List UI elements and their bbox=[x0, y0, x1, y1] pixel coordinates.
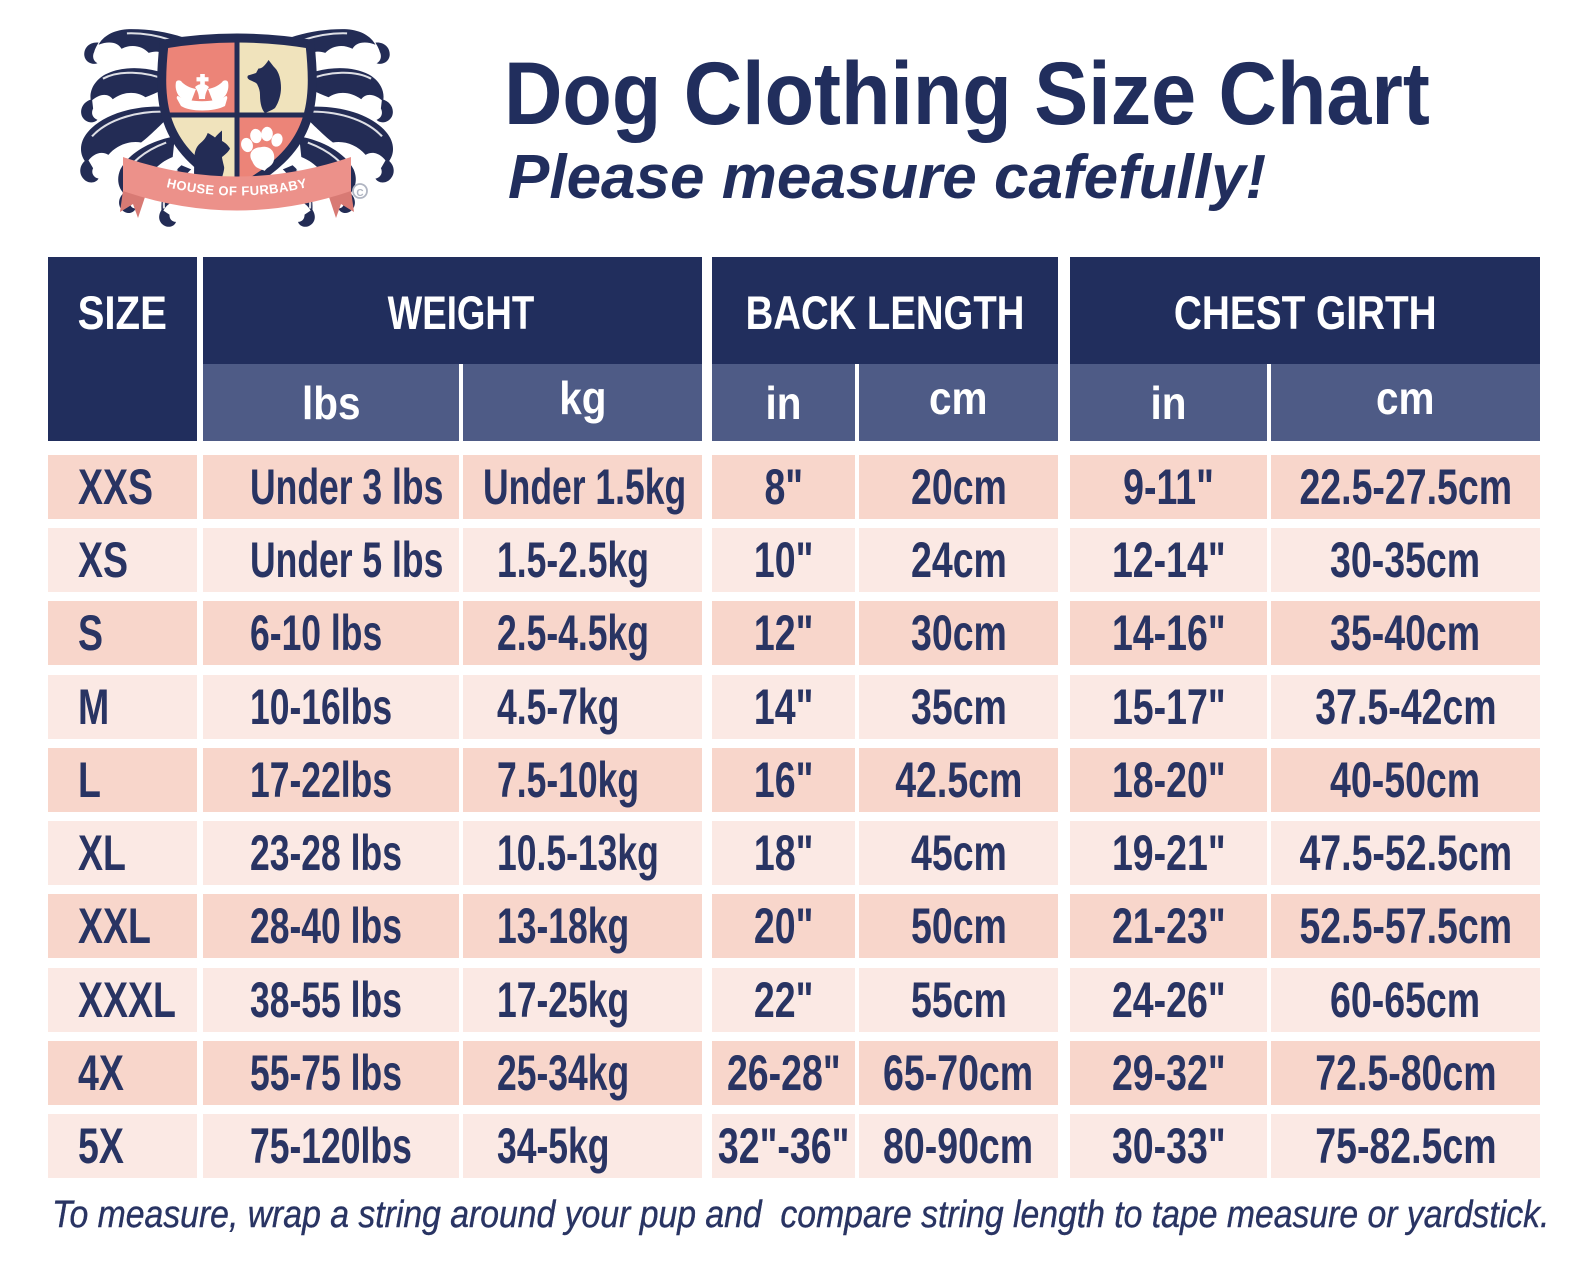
svg-text:C: C bbox=[356, 188, 363, 199]
